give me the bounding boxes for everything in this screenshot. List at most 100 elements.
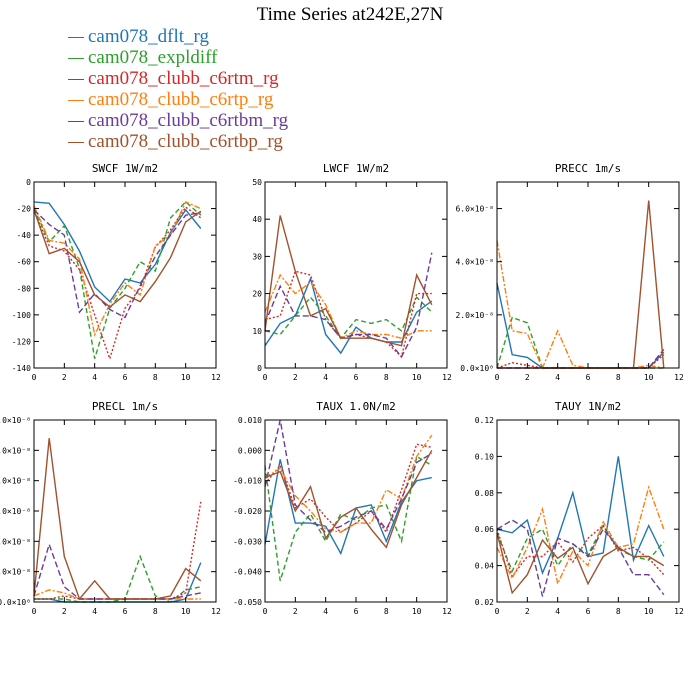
chart-title: TAUX 1.0N/m2 xyxy=(316,400,395,413)
y-tick-label: 4.0×10⁻⁸ xyxy=(0,477,31,486)
legend-label: cam078_clubb_c6rtbm_rg xyxy=(88,110,289,131)
x-tick-label: 4 xyxy=(323,373,328,382)
x-tick-label: 8 xyxy=(616,373,621,382)
page-title: Time Series at242E,27N xyxy=(256,4,444,25)
legend-item: cam078_clubb_c6rtp_rg xyxy=(68,89,288,110)
y-tick-label: 0.0×10⁰ xyxy=(460,364,494,373)
y-tick-label: -40 xyxy=(17,231,32,240)
x-tick-label: 0 xyxy=(32,607,37,616)
chart-panel: SWCF 1W/m2 0 2 4 6 8 10 12 -140 -120 -100 -80 -60 -40… xyxy=(12,162,221,382)
y-tick-label: 3.0×10⁻⁸ xyxy=(0,507,31,516)
series-line xyxy=(264,273,432,340)
plot-frame xyxy=(264,181,448,369)
y-tick-label: -20 xyxy=(17,205,32,214)
y-tick-label: -0.030 xyxy=(233,537,262,546)
series-line xyxy=(33,542,201,600)
x-tick-label: 2 xyxy=(293,373,298,382)
legend-label: cam078_dflt_rg xyxy=(88,26,210,47)
plot-frame xyxy=(496,181,680,369)
series-line xyxy=(264,270,432,359)
chart-title: PRECL 1m/s xyxy=(92,400,158,413)
y-tick-label: -140 xyxy=(12,364,31,373)
legend-swatch xyxy=(68,37,84,39)
x-tick-label: 6 xyxy=(354,373,359,382)
y-tick-label: 0.02 xyxy=(475,598,494,607)
x-tick-label: 4 xyxy=(555,373,560,382)
x-tick-label: 4 xyxy=(555,607,560,616)
y-tick-label: -60 xyxy=(17,258,32,267)
x-tick-label: 6 xyxy=(354,607,359,616)
chart-title: LWCF 1W/m2 xyxy=(323,162,389,175)
x-tick-label: 6 xyxy=(123,373,128,382)
series-line xyxy=(33,209,202,308)
y-tick-label: 0.10 xyxy=(475,452,494,461)
y-tick-label: 0.010 xyxy=(238,416,262,425)
y-tick-label: -0.050 xyxy=(233,598,262,607)
chart-title: TAUY 1N/m2 xyxy=(555,400,621,413)
series-line xyxy=(496,282,665,369)
chart-panel: TAUY 1N/m2 0 2 4 6 8 10 12 0.02 0.04 0.06 0.08 0.10 0… xyxy=(475,400,684,616)
x-tick-label: 12 xyxy=(674,607,684,616)
series-line xyxy=(264,276,433,355)
x-tick-label: 10 xyxy=(644,373,654,382)
x-tick-label: 6 xyxy=(123,607,128,616)
y-tick-label: -0.040 xyxy=(233,568,262,577)
legend-item: cam078_dflt_rg xyxy=(68,26,288,47)
x-tick-label: 12 xyxy=(442,373,452,382)
series-line xyxy=(264,455,433,582)
chart-panel: PRECC 1m/s 0 2 4 6 8 10 12 0.0×10⁰ 2.0×10⁻⁸ 4.0×10… xyxy=(455,162,684,382)
x-tick-label: 0 xyxy=(32,373,37,382)
x-tick-label: 2 xyxy=(62,607,67,616)
y-tick-label: 6.0×10⁻⁸ xyxy=(455,205,494,214)
legend-swatch xyxy=(68,100,84,102)
y-tick-label: 30 xyxy=(252,252,262,261)
x-tick-label: 8 xyxy=(616,607,621,616)
x-tick-label: 6 xyxy=(586,373,591,382)
x-tick-label: 8 xyxy=(384,373,389,382)
chart-title: PRECC 1m/s xyxy=(555,162,621,175)
x-tick-label: 10 xyxy=(644,607,654,616)
series-line xyxy=(33,438,202,601)
x-tick-label: 10 xyxy=(181,373,191,382)
legend-item: cam078_clubb_c6rtbm_rg xyxy=(68,110,288,131)
legend-swatch xyxy=(68,121,84,123)
x-tick-label: 4 xyxy=(323,607,328,616)
legend: cam078_dflt_rg cam078_expldiff cam078_cl… xyxy=(68,26,288,152)
x-tick-label: 8 xyxy=(153,373,158,382)
x-tick-label: 8 xyxy=(153,607,158,616)
y-tick-label: 40 xyxy=(252,215,262,224)
legend-label: cam078_clubb_c6rtp_rg xyxy=(88,89,274,110)
legend-swatch xyxy=(68,58,84,60)
y-tick-label: -0.010 xyxy=(233,477,262,486)
x-tick-label: 0 xyxy=(495,373,500,382)
series-line xyxy=(264,449,433,549)
series-line xyxy=(34,562,202,603)
series-line xyxy=(264,443,432,534)
y-tick-label: 4.0×10⁻⁸ xyxy=(455,258,494,267)
x-tick-label: 2 xyxy=(525,607,530,616)
series-line xyxy=(264,296,433,340)
chart-title: SWCF 1W/m2 xyxy=(92,162,158,175)
series-line xyxy=(33,201,202,303)
legend-swatch xyxy=(68,142,84,144)
y-tick-label: 2.0×10⁻⁸ xyxy=(0,537,31,546)
x-tick-label: 8 xyxy=(384,607,389,616)
series-line xyxy=(33,209,201,319)
y-tick-label: 10 xyxy=(252,327,262,336)
plot-frame xyxy=(33,419,217,603)
x-tick-label: 0 xyxy=(495,607,500,616)
legend-label: cam078_clubb_c6rtm_rg xyxy=(88,68,279,89)
series-line xyxy=(496,456,665,575)
series-line xyxy=(496,524,665,578)
legend-item: cam078_clubb_c6rtbp_rg xyxy=(68,131,288,152)
legend-swatch xyxy=(68,79,84,81)
plot-frame xyxy=(33,181,217,369)
x-tick-label: 0 xyxy=(263,373,268,382)
x-tick-label: 12 xyxy=(211,373,221,382)
x-tick-label: 4 xyxy=(92,373,97,382)
series-line xyxy=(497,348,665,369)
series-line xyxy=(33,200,202,337)
y-tick-label: 0.08 xyxy=(475,489,494,498)
series-line xyxy=(496,316,664,369)
